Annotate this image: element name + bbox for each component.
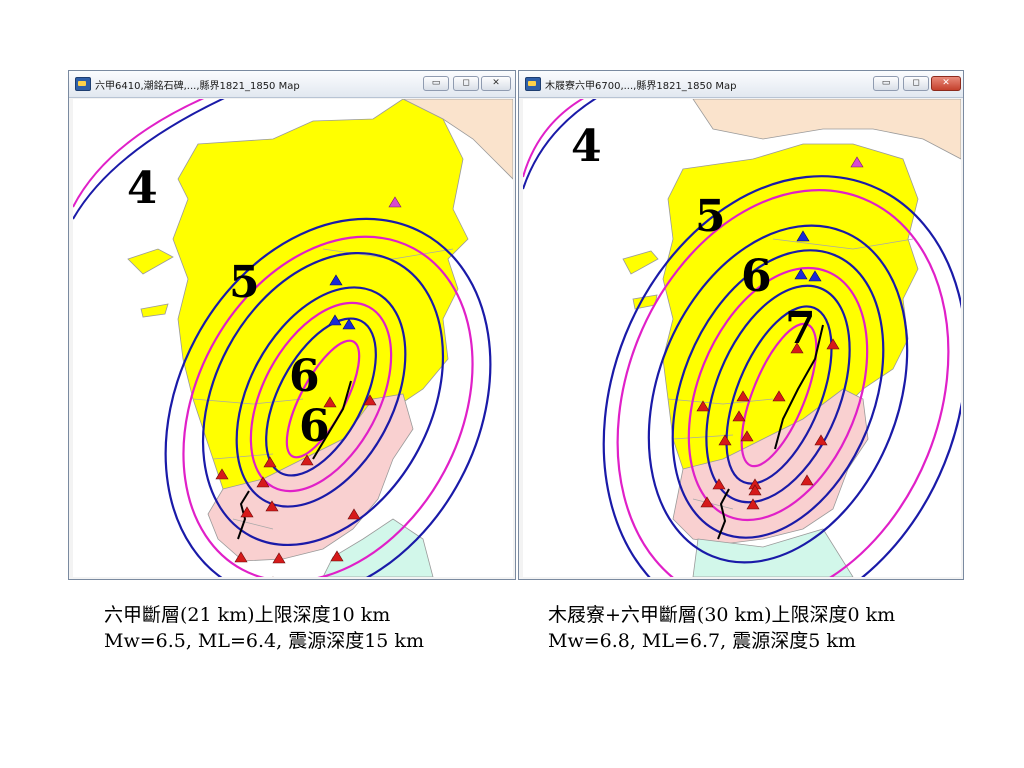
intensity-label: 6 [299, 401, 330, 452]
station-red [712, 478, 726, 490]
caption-left: 六甲斷層(21 km)上限深度10 km Mw=6.5, ML=6.4, 震源深… [104, 602, 424, 654]
app-icon [75, 77, 91, 91]
station-red [323, 396, 337, 408]
contour-blue [523, 99, 597, 190]
station-red [740, 430, 754, 442]
intensity-map[interactable]: 4 5 6 6 [73, 99, 513, 577]
intensity-label: 4 [571, 121, 602, 172]
caption-line: Mw=6.8, ML=6.7, 震源深度5 km [548, 630, 856, 652]
station-red [347, 508, 361, 520]
station-red [300, 454, 314, 466]
contour-blue [235, 286, 407, 508]
station-red [736, 390, 750, 402]
contour-magenta [523, 99, 585, 178]
close-button[interactable]: ✕ [931, 76, 961, 91]
island [622, 250, 659, 275]
station-red [240, 506, 254, 518]
land-cyan [322, 518, 434, 577]
app-icon [525, 77, 541, 91]
station-blue [329, 274, 343, 286]
maximize-button[interactable]: ◻ [903, 76, 929, 91]
stations [696, 156, 864, 510]
station-red [234, 551, 248, 563]
fault-line [717, 488, 730, 540]
land-pink [207, 393, 414, 562]
close-button[interactable]: ✕ [481, 76, 511, 91]
land-cyan [692, 528, 854, 577]
station-red [748, 484, 762, 496]
station-blue [796, 230, 810, 242]
land-peach [692, 99, 961, 160]
contour-blue [73, 99, 225, 220]
maximize-button[interactable]: ◻ [453, 76, 479, 91]
window-title: 六甲6410,潮銘石碑,...,縣界1821_1850 Map [95, 81, 300, 92]
station-red [215, 468, 229, 480]
station-blue [794, 268, 808, 280]
station-red [826, 338, 840, 350]
intensity-map[interactable]: 4 5 6 7 [523, 99, 961, 577]
station-red [272, 552, 286, 564]
stations [215, 196, 402, 577]
contour-magenta [73, 99, 205, 208]
station-red [732, 410, 746, 422]
station-blue [342, 318, 356, 330]
contour-blue [725, 305, 833, 485]
contour-magenta [740, 322, 818, 468]
intensity-label: 6 [289, 351, 320, 402]
contour-blue [265, 317, 377, 477]
contour-blue [671, 249, 885, 539]
intensity-label: 5 [695, 191, 726, 242]
fault-line [774, 324, 824, 450]
contour-blue [647, 224, 909, 564]
district-boundaries [192, 248, 454, 530]
station-red [790, 342, 804, 354]
caption-line: 六甲斷層(21 km)上限深度10 km [104, 604, 391, 626]
station-blue [808, 270, 822, 282]
contour-blue [705, 284, 851, 504]
intensity-label: 4 [127, 163, 158, 214]
station-magenta [388, 196, 402, 208]
station-magenta [850, 156, 864, 168]
island [127, 248, 174, 275]
station-red [700, 496, 714, 508]
minimize-button[interactable]: ▭ [873, 76, 899, 91]
title-bar[interactable]: 木屐寮六甲6700,...,縣界1821_1850 Map ▭ ◻ ✕ [519, 71, 963, 98]
station-red [330, 550, 344, 562]
caption-line: 木屐寮+六甲斷層(30 km)上限深度0 km [548, 604, 896, 626]
station-red [800, 474, 814, 486]
island [140, 303, 169, 318]
station-red [718, 434, 732, 446]
district-boundaries [667, 238, 914, 510]
contour-magenta [249, 301, 393, 493]
map-window-left: 六甲6410,潮銘石碑,...,縣界1821_1850 Map ▭ ◻ ✕ [68, 70, 516, 580]
contour-blue [201, 251, 445, 547]
map-window-right: 木屐寮六甲6700,...,縣界1821_1850 Map ▭ ◻ ✕ [518, 70, 964, 580]
station-red [263, 456, 277, 468]
fault-line [312, 380, 352, 460]
station-red [814, 434, 828, 446]
caption-line: Mw=6.5, ML=6.4, 震源深度15 km [104, 630, 424, 652]
contour-blue [164, 217, 492, 577]
intensity-label: 6 [741, 251, 772, 302]
contour-magenta [182, 235, 474, 577]
station-red [363, 394, 377, 406]
station-blue [328, 314, 342, 326]
contour-magenta [687, 266, 869, 522]
contour-magenta [616, 189, 950, 577]
station-red [265, 500, 279, 512]
caption-right: 木屐寮+六甲斷層(30 km)上限深度0 km Mw=6.8, ML=6.7, … [548, 602, 895, 654]
fault-line [237, 490, 250, 540]
contour-blue [602, 175, 961, 577]
station-red [256, 476, 270, 488]
intensity-label: 5 [229, 257, 260, 308]
minimize-button[interactable]: ▭ [423, 76, 449, 91]
station-red [746, 498, 760, 510]
intensity-label: 7 [785, 303, 816, 354]
station-red [696, 400, 710, 412]
station-red [772, 390, 786, 402]
title-bar[interactable]: 六甲6410,潮銘石碑,...,縣界1821_1850 Map ▭ ◻ ✕ [69, 71, 515, 98]
window-title: 木屐寮六甲6700,...,縣界1821_1850 Map [545, 81, 737, 92]
